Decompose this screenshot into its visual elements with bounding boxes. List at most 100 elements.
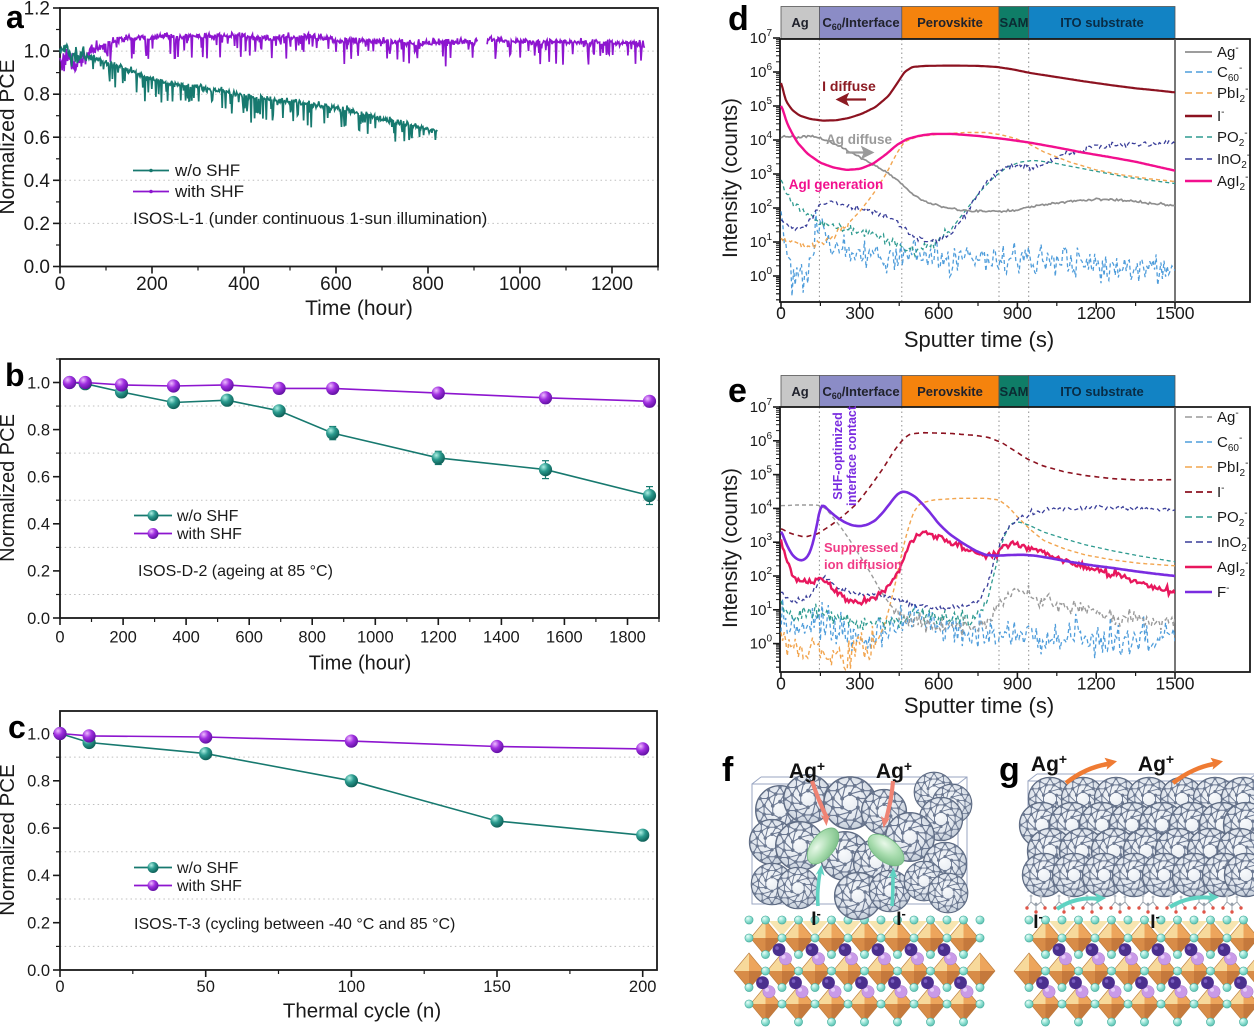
svg-text:0.6: 0.6 <box>27 820 50 838</box>
svg-text:0.0: 0.0 <box>24 257 50 278</box>
svg-text:1600: 1600 <box>546 629 583 647</box>
svg-text:Time (hour): Time (hour) <box>305 297 413 320</box>
svg-text:0.4: 0.4 <box>24 171 51 192</box>
svg-text:ISOS-D-2 (ageing at 85 °C): ISOS-D-2 (ageing at 85 °C) <box>138 563 333 580</box>
svg-text:I-: I- <box>811 906 821 930</box>
svg-text:900: 900 <box>1003 303 1032 323</box>
svg-text:I diffuse: I diffuse <box>822 78 876 94</box>
svg-text:1.0: 1.0 <box>27 374 50 392</box>
svg-text:ISOS-T-3 (cycling between -40: ISOS-T-3 (cycling between -40 °C and 85 … <box>134 916 455 933</box>
svg-text:800: 800 <box>412 274 444 295</box>
svg-text:I-: I- <box>1217 483 1225 501</box>
svg-text:1500: 1500 <box>1156 674 1195 694</box>
svg-text:g: g <box>999 751 1020 789</box>
svg-text:SHF-optimized: SHF-optimized <box>831 412 845 500</box>
svg-text:600: 600 <box>320 274 352 295</box>
svg-text:800: 800 <box>298 629 326 647</box>
svg-text:1200: 1200 <box>1077 674 1116 694</box>
svg-text:C60/Interface: C60/Interface <box>822 15 899 32</box>
svg-text:1800: 1800 <box>609 629 646 647</box>
svg-text:0.0: 0.0 <box>27 610 50 628</box>
svg-text:0.6: 0.6 <box>24 128 50 149</box>
svg-text:Normalized PCE: Normalized PCE <box>0 764 19 916</box>
svg-text:0.8: 0.8 <box>27 773 50 791</box>
svg-text:AgI generation: AgI generation <box>789 177 884 192</box>
svg-text:300: 300 <box>845 674 874 694</box>
svg-text:I-: I- <box>896 906 906 930</box>
svg-text:c: c <box>8 709 26 745</box>
svg-text:200: 200 <box>629 978 657 996</box>
svg-text:0: 0 <box>776 303 786 323</box>
svg-text:b: b <box>5 357 25 393</box>
svg-text:1200: 1200 <box>1077 303 1116 323</box>
svg-text:1500: 1500 <box>1156 303 1195 323</box>
svg-text:0.2: 0.2 <box>27 563 50 581</box>
svg-text:with SHF: with SHF <box>174 182 244 201</box>
svg-text:Intensity (counts): Intensity (counts) <box>719 98 742 258</box>
svg-text:e: e <box>728 372 747 410</box>
svg-text:Ag+: Ag+ <box>1031 751 1067 776</box>
svg-text:1.2: 1.2 <box>24 0 50 20</box>
svg-text:Suppressed: Suppressed <box>824 540 898 555</box>
svg-text:0.4: 0.4 <box>27 867 50 885</box>
svg-text:I-: I- <box>1033 909 1043 933</box>
svg-text:ITO substrate: ITO substrate <box>1060 384 1144 399</box>
svg-text:w/o SHF: w/o SHF <box>174 161 240 180</box>
svg-text:Ag-: Ag- <box>1217 408 1239 426</box>
svg-text:ITO substrate: ITO substrate <box>1060 15 1144 30</box>
svg-text:w/o SHF: w/o SHF <box>176 508 239 525</box>
svg-text:1000: 1000 <box>357 629 394 647</box>
svg-text:Perovskite: Perovskite <box>917 384 983 399</box>
svg-text:50: 50 <box>197 978 215 996</box>
svg-text:400: 400 <box>228 274 260 295</box>
svg-text:Ag+: Ag+ <box>789 758 825 783</box>
svg-text:150: 150 <box>483 978 511 996</box>
svg-text:0.8: 0.8 <box>27 421 50 439</box>
svg-text:Ag diffuse: Ag diffuse <box>826 132 892 147</box>
svg-text:Ag-: Ag- <box>1217 43 1239 61</box>
svg-text:400: 400 <box>172 629 200 647</box>
svg-text:C60/Interface: C60/Interface <box>822 384 899 401</box>
svg-text:200: 200 <box>109 629 137 647</box>
svg-text:ISOS-L-1 (under continuous 1-s: ISOS-L-1 (under continuous 1-sun illumin… <box>133 209 487 228</box>
svg-text:Sputter time (s): Sputter time (s) <box>904 693 1054 718</box>
svg-text:Time (hour): Time (hour) <box>309 653 412 675</box>
svg-text:0.4: 0.4 <box>27 516 50 534</box>
svg-text:SAM: SAM <box>1000 15 1029 30</box>
svg-text:300: 300 <box>845 303 874 323</box>
svg-text:1.0: 1.0 <box>27 725 50 743</box>
svg-text:ion diffusion: ion diffusion <box>824 557 902 572</box>
svg-text:1400: 1400 <box>483 629 520 647</box>
svg-text:d: d <box>728 0 749 38</box>
svg-text:0: 0 <box>776 674 786 694</box>
svg-text:900: 900 <box>1003 674 1032 694</box>
svg-text:Thermal cycle (n): Thermal cycle (n) <box>283 1000 441 1023</box>
svg-text:600: 600 <box>235 629 263 647</box>
svg-text:Ag: Ag <box>791 15 808 30</box>
svg-text:interface contact: interface contact <box>845 405 859 506</box>
svg-text:Normalized PCE: Normalized PCE <box>0 414 19 562</box>
svg-text:0: 0 <box>55 978 64 996</box>
svg-text:1.0: 1.0 <box>24 42 50 63</box>
svg-text:a: a <box>6 0 24 35</box>
svg-text:0.0: 0.0 <box>27 962 50 980</box>
svg-text:0: 0 <box>55 274 66 295</box>
svg-text:0.2: 0.2 <box>27 915 50 933</box>
svg-text:0.6: 0.6 <box>27 469 50 487</box>
svg-text:100: 100 <box>338 978 366 996</box>
svg-text:Sputter time (s): Sputter time (s) <box>904 327 1054 352</box>
svg-text:f: f <box>722 751 734 789</box>
svg-text:1200: 1200 <box>420 629 457 647</box>
svg-text:Intensity (counts): Intensity (counts) <box>719 468 742 628</box>
svg-text:with SHF: with SHF <box>176 878 242 895</box>
svg-text:with SHF: with SHF <box>176 526 242 543</box>
svg-text:Normalized PCE: Normalized PCE <box>0 59 19 214</box>
svg-text:1200: 1200 <box>591 274 633 295</box>
svg-text:0: 0 <box>55 629 64 647</box>
svg-text:600: 600 <box>924 303 953 323</box>
svg-text:w/o SHF: w/o SHF <box>176 860 239 877</box>
svg-text:I-: I- <box>1217 107 1225 125</box>
svg-text:200: 200 <box>136 274 168 295</box>
svg-text:Perovskite: Perovskite <box>917 15 983 30</box>
svg-text:SAM: SAM <box>1000 384 1029 399</box>
